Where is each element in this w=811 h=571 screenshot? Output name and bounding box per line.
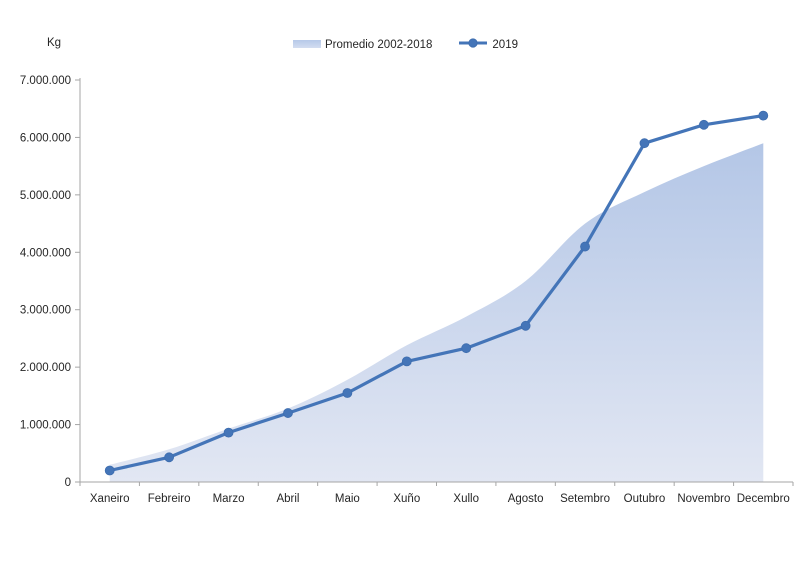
x-tick-label-outubro: Outubro [624, 493, 666, 505]
data-point-marzo [223, 427, 234, 438]
x-tick-label-agosto: Agosto [508, 493, 544, 505]
x-tick-label-xaneiro: Xaneiro [90, 493, 130, 505]
legend-label-promedio: Promedio 2002-2018 [324, 39, 433, 51]
y-tick-label: 3.000.000 [20, 305, 71, 317]
data-point-abril [283, 408, 293, 418]
x-tick-label-febreiro: Febreiro [148, 493, 191, 505]
y-tick-label: 4.000.000 [20, 247, 71, 259]
x-tick-label-abril: Abril [276, 493, 299, 505]
y-tick-label: 0 [65, 477, 71, 489]
area-swatch-icon [292, 36, 321, 54]
x-tick-label-maio: Maio [335, 493, 360, 505]
x-tick-label-xuño: Xuño [393, 493, 420, 505]
legend-item-2019: 2019 [458, 36, 518, 54]
y-tick-label: 1.000.000 [20, 420, 71, 432]
x-tick-label-setembro: Setembro [560, 493, 610, 505]
line-series-2019 [108, 114, 765, 473]
data-point-setembro [580, 241, 590, 252]
line-marker-icon [458, 36, 488, 54]
x-tick-label-decembro: Decembro [737, 493, 790, 505]
data-point-decembro [758, 110, 769, 121]
data-point-xuño [401, 356, 412, 367]
x-tick-label-marzo: Marzo [213, 493, 245, 505]
area-series-promedio [109, 143, 764, 482]
y-axis-title: Kg [47, 37, 62, 49]
legend-label-2019: 2019 [492, 39, 518, 51]
y-tick-label: 6.000.000 [20, 132, 71, 144]
data-point-xaneiro [104, 465, 115, 476]
legend-item-promedio: Promedio 2002-2018 [292, 36, 433, 54]
x-tick-label-novembro: Novembro [677, 493, 730, 505]
data-point-xullo [461, 343, 472, 354]
data-point-novembro [698, 119, 709, 130]
data-point-maio [342, 388, 353, 398]
y-tick-label: 5.000.000 [20, 190, 71, 202]
data-point-outubro [639, 138, 650, 149]
x-tick-label-xullo: Xullo [453, 493, 479, 505]
data-point-febreiro [164, 452, 175, 463]
data-point-agosto [520, 320, 531, 331]
y-tick-label: 2.000.000 [20, 362, 71, 374]
legend: Promedio 2002-2018 2019 [0, 36, 811, 54]
y-tick-label: 7.000.000 [20, 75, 71, 87]
